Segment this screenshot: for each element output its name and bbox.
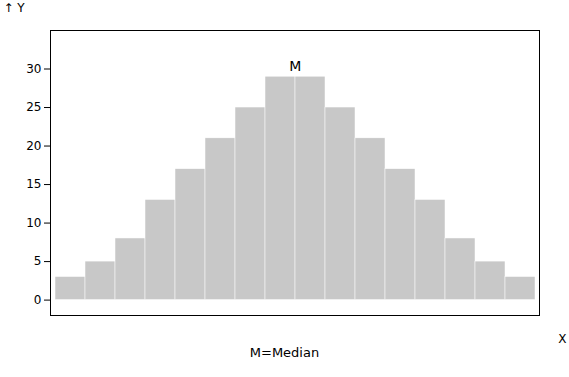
svg-text:15: 15 (26, 177, 41, 191)
svg-text:5: 5 (34, 254, 42, 268)
svg-text:10: 10 (26, 216, 41, 230)
svg-text:0: 0 (34, 293, 42, 307)
svg-text:X: X (558, 332, 566, 346)
svg-text:↑ Y: ↑ Y (4, 1, 26, 15)
svg-text:30: 30 (26, 62, 41, 76)
svg-text:M: M (289, 58, 301, 74)
html-text:M=Median: M=Median (249, 345, 320, 360)
svg-text:25: 25 (26, 100, 41, 114)
svg-text:20: 20 (26, 139, 41, 153)
